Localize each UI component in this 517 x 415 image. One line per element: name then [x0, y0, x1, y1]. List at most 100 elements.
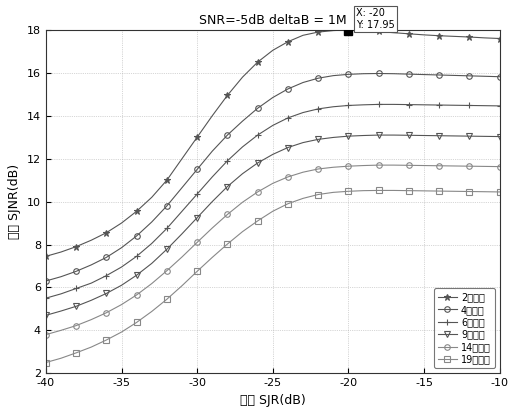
6个副瘟 — [88, 281, 95, 286]
4个副瘟 — [254, 106, 261, 111]
6个副瘟 — [391, 102, 397, 107]
Text: X: -20
Y: 17.95: X: -20 Y: 17.95 — [356, 8, 394, 30]
Line: 6个副瘟: 6个副瘟 — [42, 101, 503, 302]
19个副瘟 — [103, 337, 110, 342]
4个副瘟 — [481, 74, 488, 79]
2个副瘟 — [254, 60, 261, 65]
6个副瘟 — [58, 291, 64, 296]
6个副瘟 — [436, 103, 442, 107]
4个副瘟 — [239, 119, 246, 124]
2个副瘟 — [360, 28, 367, 33]
19个副瘟 — [58, 356, 64, 361]
9个副瘟 — [58, 308, 64, 313]
9个副瘟 — [209, 199, 216, 204]
Legend: 2个副瘟, 4个副瘟, 6个副瘟, 9个副瘟, 14个副瘟, 19个副瘟: 2个副瘟, 4个副瘟, 6个副瘟, 9个副瘟, 14个副瘟, 19个副瘟 — [434, 288, 495, 369]
9个副瘟 — [481, 134, 488, 139]
9个副瘟 — [421, 133, 427, 138]
14个副瘟 — [360, 163, 367, 168]
2个副瘟 — [345, 27, 352, 32]
19个副瘟 — [496, 189, 503, 194]
6个副瘟 — [330, 104, 337, 109]
14个副瘟 — [406, 163, 412, 168]
2个副瘟 — [300, 33, 306, 38]
2个副瘟 — [103, 230, 110, 235]
Title: SNR=-5dB deltaB = 1M: SNR=-5dB deltaB = 1M — [199, 15, 346, 27]
14个副瘟 — [209, 225, 216, 230]
4个副瘟 — [360, 71, 367, 76]
14个副瘟 — [73, 323, 79, 328]
4个副瘟 — [375, 71, 382, 76]
2个副瘟 — [285, 39, 291, 44]
19个副瘟 — [345, 189, 352, 194]
4个副瘟 — [406, 72, 412, 77]
19个副瘟 — [73, 350, 79, 355]
Line: 2个副瘟: 2个副瘟 — [42, 27, 503, 260]
9个副瘟 — [496, 134, 503, 139]
14个副瘟 — [391, 163, 397, 168]
2个副瘟 — [194, 135, 200, 140]
9个副瘟 — [315, 137, 321, 142]
19个副瘟 — [164, 297, 170, 302]
6个副瘟 — [239, 144, 246, 149]
19个副瘟 — [194, 269, 200, 274]
14个副瘟 — [436, 163, 442, 168]
2个副瘟 — [179, 156, 185, 161]
2个副瘟 — [436, 33, 442, 38]
19个副瘟 — [270, 209, 276, 214]
9个副瘟 — [375, 132, 382, 137]
19个副瘟 — [421, 188, 427, 193]
Y-axis label: 输出 SJNR(dB): 输出 SJNR(dB) — [8, 164, 21, 239]
6个副瘟 — [164, 226, 170, 231]
6个副瘟 — [406, 102, 412, 107]
2个副瘟 — [209, 113, 216, 118]
2个副瘟 — [391, 30, 397, 35]
19个副瘟 — [451, 189, 458, 194]
6个副瘟 — [209, 174, 216, 179]
9个副瘟 — [224, 184, 231, 189]
19个副瘟 — [360, 188, 367, 193]
19个副瘟 — [466, 189, 473, 194]
2个副瘟 — [421, 32, 427, 37]
14个副瘟 — [164, 268, 170, 273]
14个副瘟 — [194, 240, 200, 245]
9个副瘟 — [43, 313, 49, 318]
14个副瘟 — [285, 174, 291, 179]
14个副瘟 — [88, 317, 95, 322]
6个副瘟 — [103, 273, 110, 278]
6个副瘟 — [270, 123, 276, 128]
19个副瘟 — [330, 190, 337, 195]
9个副瘟 — [285, 145, 291, 150]
14个副瘟 — [481, 164, 488, 169]
9个副瘟 — [436, 133, 442, 138]
14个副瘟 — [466, 164, 473, 168]
6个副瘟 — [481, 103, 488, 108]
4个副瘟 — [436, 73, 442, 78]
2个副瘟 — [133, 209, 140, 214]
14个副瘟 — [451, 164, 458, 168]
Line: 19个副瘟: 19个副瘟 — [43, 188, 503, 365]
4个副瘟 — [391, 71, 397, 76]
4个副瘟 — [330, 73, 337, 78]
9个副瘟 — [194, 215, 200, 220]
4个副瘟 — [73, 269, 79, 274]
19个副瘟 — [88, 344, 95, 349]
19个副瘟 — [375, 188, 382, 193]
14个副瘟 — [118, 302, 125, 307]
14个副瘟 — [330, 165, 337, 170]
6个副瘟 — [496, 103, 503, 108]
9个副瘟 — [133, 273, 140, 278]
19个副瘟 — [179, 283, 185, 288]
19个副瘟 — [436, 188, 442, 193]
14个副瘟 — [149, 281, 155, 286]
14个副瘟 — [315, 166, 321, 171]
19个副瘟 — [118, 330, 125, 334]
4个副瘟 — [58, 274, 64, 279]
6个副瘟 — [149, 241, 155, 246]
4个副瘟 — [43, 278, 49, 283]
14个副瘟 — [103, 310, 110, 315]
9个副瘟 — [103, 291, 110, 296]
4个副瘟 — [194, 167, 200, 172]
6个副瘟 — [194, 192, 200, 197]
9个副瘟 — [164, 247, 170, 252]
4个副瘟 — [179, 185, 185, 190]
